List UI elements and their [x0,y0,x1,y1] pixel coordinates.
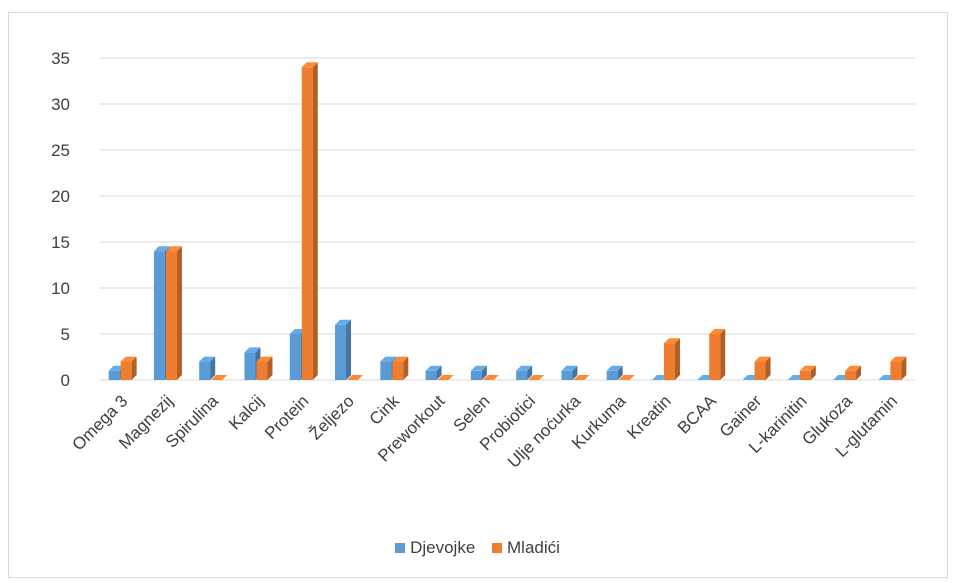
bar-djevojke-8 [470,365,487,380]
legend-item-djevojke: Djevojke [395,538,475,558]
bar-mladići-17 [890,356,907,380]
bar-mladići-10 [573,375,590,380]
bar-djevojke-9 [516,365,533,380]
bar-mladići-3 [256,356,273,380]
y-tick-label: 10 [51,279,70,298]
bar-mladići-5 [347,375,364,380]
bar-mladići-9 [528,375,545,380]
bar-mladići-1 [165,246,182,380]
y-tick-label: 20 [51,187,70,206]
y-tick-label: 35 [51,49,70,68]
x-tick-label: BCAA [674,391,721,438]
x-tick-label: Protein [261,391,313,443]
bar-mladići-7 [437,375,454,380]
bar-mladići-8 [482,375,499,380]
x-tick-label: Cink [366,391,404,429]
x-tick-label: Kalcij [225,391,267,433]
bar-mladići-0 [120,356,137,380]
bar-mladići-11 [618,375,635,380]
legend-swatch-djevojke [395,543,406,553]
y-tick-label: 25 [51,141,70,160]
legend-label-mladici: Mladići [507,538,560,557]
chart-legend: Djevojke Mladići [0,538,955,558]
bar-djevojke-10 [561,365,578,380]
y-tick-label: 15 [51,233,70,252]
bar-mladići-14 [754,356,771,380]
y-tick-label: 30 [51,95,70,114]
bar-djevojke-5 [335,319,352,380]
bar-djevojke-2 [199,356,216,380]
bar-mladići-13 [709,329,726,380]
bar-mladići-16 [845,365,862,380]
bar-mladići-4 [301,62,318,380]
bar-djevojke-11 [606,365,623,380]
bar-mladići-15 [799,365,816,380]
bar-mladići-12 [663,338,680,380]
y-tick-label: 0 [61,371,70,390]
x-tick-label: Željezo [306,391,358,443]
y-tick-label: 5 [61,325,70,344]
bar-mladići-2 [211,375,228,380]
x-tick-label: Kreatin [623,391,675,443]
bar-djevojke-7 [425,365,442,380]
legend-swatch-mladici [492,543,503,553]
bar-mladići-6 [392,356,409,380]
legend-item-mladici: Mladići [492,538,560,558]
legend-label-djevojke: Djevojke [410,538,476,557]
